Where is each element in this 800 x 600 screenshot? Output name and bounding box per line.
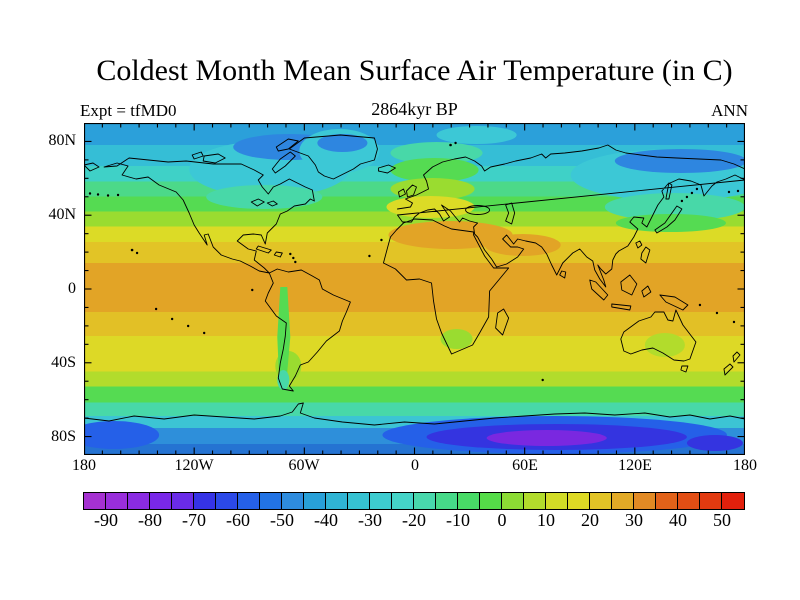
colorbar-cell <box>392 493 414 509</box>
colorbar-cell <box>106 493 128 509</box>
lat-label-80n: 80N <box>48 132 76 149</box>
temperature-anomalies <box>84 126 745 454</box>
lat-label-40s: 40S <box>51 354 76 371</box>
colorbar-tick-label: -30 <box>358 510 382 530</box>
coastline-eurasia <box>397 144 745 288</box>
colorbar-cell <box>678 493 700 509</box>
lon-label-120w: 120W <box>174 457 214 474</box>
caspian-sea <box>505 202 516 225</box>
lat-label-80s: 80S <box>51 428 76 445</box>
colorbar-cell <box>722 493 744 509</box>
colorbar-tick-label: -10 <box>446 510 470 530</box>
colorbar-tick-label: 50 <box>713 510 731 530</box>
colorbar-tick-label: -20 <box>402 510 426 530</box>
coastline-tasmania-nz <box>680 351 741 376</box>
lon-label-60w: 60W <box>288 457 320 474</box>
colorbar-cell <box>656 493 678 509</box>
colorbar-cell <box>414 493 436 509</box>
coastlines <box>84 134 745 426</box>
colorbar-cell <box>700 493 722 509</box>
colorbar-tick-label: -40 <box>314 510 338 530</box>
coastline-southeast-asia-islands <box>559 240 689 311</box>
colorbar <box>83 492 745 510</box>
colorbar-cell <box>348 493 370 509</box>
colorbar-cell <box>238 493 260 509</box>
lon-label-180w: 180 <box>72 457 96 474</box>
map-panel <box>84 123 745 455</box>
colorbar-cell <box>260 493 282 509</box>
colorbar-labels: -90 -80 -70 -60 -50 -40 -30 -20 -10 0 10 20 30 40 50 <box>84 510 744 532</box>
figure-subtitle: 2864kyr BP <box>371 99 458 119</box>
colorbar-tick-label: 30 <box>625 510 643 530</box>
coastline-caribbean <box>255 245 283 258</box>
colorbar-tick-label: -80 <box>138 510 162 530</box>
colorbar-cell <box>194 493 216 509</box>
colorbar-tick-label: -50 <box>270 510 294 530</box>
colorbar-tick-label: -70 <box>182 510 206 530</box>
experiment-label: Expt = tfMD0 <box>80 101 177 120</box>
page-title: Coldest Month Mean Surface Air Temperatu… <box>96 54 733 87</box>
colorbar-tick-label: 20 <box>581 510 599 530</box>
island-dots <box>88 141 740 382</box>
coastline-chukotka <box>84 162 100 172</box>
lon-label-180e: 180 <box>733 457 757 474</box>
colorbar-tick-label: 10 <box>537 510 555 530</box>
coastline-madagascar <box>495 308 510 336</box>
lat-label-40n: 40N <box>48 206 76 223</box>
coastline-arctic-islands <box>191 138 299 174</box>
colorbar-cell <box>568 493 590 509</box>
lon-label-60e: 60E <box>512 457 538 474</box>
colorbar-tick-label: 0 <box>497 510 507 530</box>
colorbar-tick-label: 40 <box>669 510 687 530</box>
colorbar-cell <box>304 493 326 509</box>
coastline-japan <box>654 182 683 234</box>
colorbar-cell <box>524 493 546 509</box>
colorbar-cell <box>546 493 568 509</box>
lon-label-120e: 120E <box>618 457 652 474</box>
map-frame <box>84 123 745 455</box>
colorbar-cell <box>502 493 524 509</box>
colorbar-cell <box>436 493 458 509</box>
colorbar-cell <box>282 493 304 509</box>
black-sea <box>465 205 491 215</box>
coastline-africa <box>383 218 510 355</box>
season-label: ANN <box>711 101 748 120</box>
colorbar-tick-label: -60 <box>226 510 250 530</box>
colorbar-cell <box>458 493 480 509</box>
map-svg <box>84 123 745 455</box>
coastline-south-america <box>264 268 351 392</box>
coastline-australia <box>620 309 697 362</box>
colorbar-cell <box>634 493 656 509</box>
great-lakes <box>250 198 278 207</box>
colorbar-cell <box>172 493 194 509</box>
colorbar-cell <box>370 493 392 509</box>
colorbar-cell <box>326 493 348 509</box>
colorbar-cell <box>590 493 612 509</box>
colorbar-cell <box>612 493 634 509</box>
colorbar-cell <box>150 493 172 509</box>
coastline-north-america <box>103 157 315 274</box>
coastline-antarctica <box>84 402 745 426</box>
colorbar-tick-label: -90 <box>94 510 118 530</box>
coastline-british-isles <box>398 184 417 198</box>
colorbar-cell <box>84 493 106 509</box>
colorbar-cell <box>216 493 238 509</box>
coastline-iceland <box>377 164 396 174</box>
lat-label-eq: 0 <box>68 280 76 297</box>
colorbar-cell <box>480 493 502 509</box>
lon-label-0: 0 <box>411 457 419 474</box>
colorbar-cell <box>128 493 150 509</box>
coastline-greenland <box>288 134 378 180</box>
